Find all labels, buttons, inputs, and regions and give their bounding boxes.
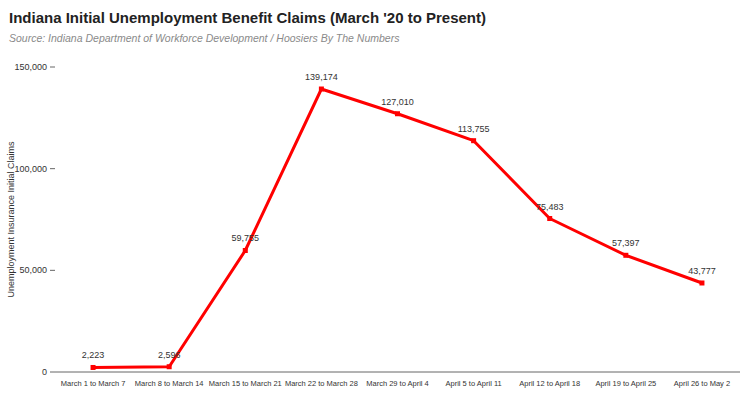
data-point xyxy=(319,87,324,92)
data-label: 43,777 xyxy=(688,266,716,276)
x-tick-label: April 26 to May 2 xyxy=(674,379,730,388)
data-label: 59,755 xyxy=(232,233,260,243)
data-label: 2,596 xyxy=(158,350,181,360)
subtitle: Source: Indiana Department of Workforce … xyxy=(9,32,400,44)
data-point xyxy=(395,111,400,116)
data-point xyxy=(547,216,552,221)
y-tick-label: 0 xyxy=(42,367,47,377)
data-line xyxy=(93,89,702,367)
x-tick-label: April 5 to April 11 xyxy=(446,379,502,388)
y-tick xyxy=(50,67,55,68)
y-tick-label: 50,000 xyxy=(19,265,47,275)
x-tick-label: March 1 to March 7 xyxy=(61,379,126,388)
data-point xyxy=(699,280,704,285)
plot-area xyxy=(91,87,705,370)
x-tick-label: March 15 to March 21 xyxy=(209,379,282,388)
data-label: 127,010 xyxy=(381,97,414,107)
chart-container: Indiana Initial Unemployment Benefit Cla… xyxy=(0,0,750,420)
y-tick xyxy=(50,168,55,169)
data-label: 2,223 xyxy=(82,350,105,360)
x-tick-label: March 22 to March 28 xyxy=(285,379,358,388)
data-point xyxy=(623,253,628,258)
x-axis-line xyxy=(55,372,740,373)
data-point xyxy=(243,248,248,253)
x-tick-label: March 29 to April 4 xyxy=(366,379,429,388)
y-tick-label: 100,000 xyxy=(14,164,47,174)
data-label: 113,755 xyxy=(458,124,490,134)
data-point xyxy=(91,365,96,370)
data-point xyxy=(471,138,476,143)
chart-svg: Indiana Initial Unemployment Benefit Cla… xyxy=(0,0,750,420)
data-label: 139,174 xyxy=(305,72,338,82)
y-tick xyxy=(50,372,55,373)
data-point xyxy=(167,364,172,369)
y-tick xyxy=(50,270,55,271)
y-tick-label: 150,000 xyxy=(14,62,47,72)
x-tick-label: April 19 to April 25 xyxy=(595,379,656,388)
data-label: 75,483 xyxy=(536,202,564,212)
title: Indiana Initial Unemployment Benefit Cla… xyxy=(9,9,486,26)
x-tick-label: April 12 to April 18 xyxy=(519,379,580,388)
x-tick-label: March 8 to March 14 xyxy=(135,379,204,388)
data-label: 57,397 xyxy=(612,238,640,248)
